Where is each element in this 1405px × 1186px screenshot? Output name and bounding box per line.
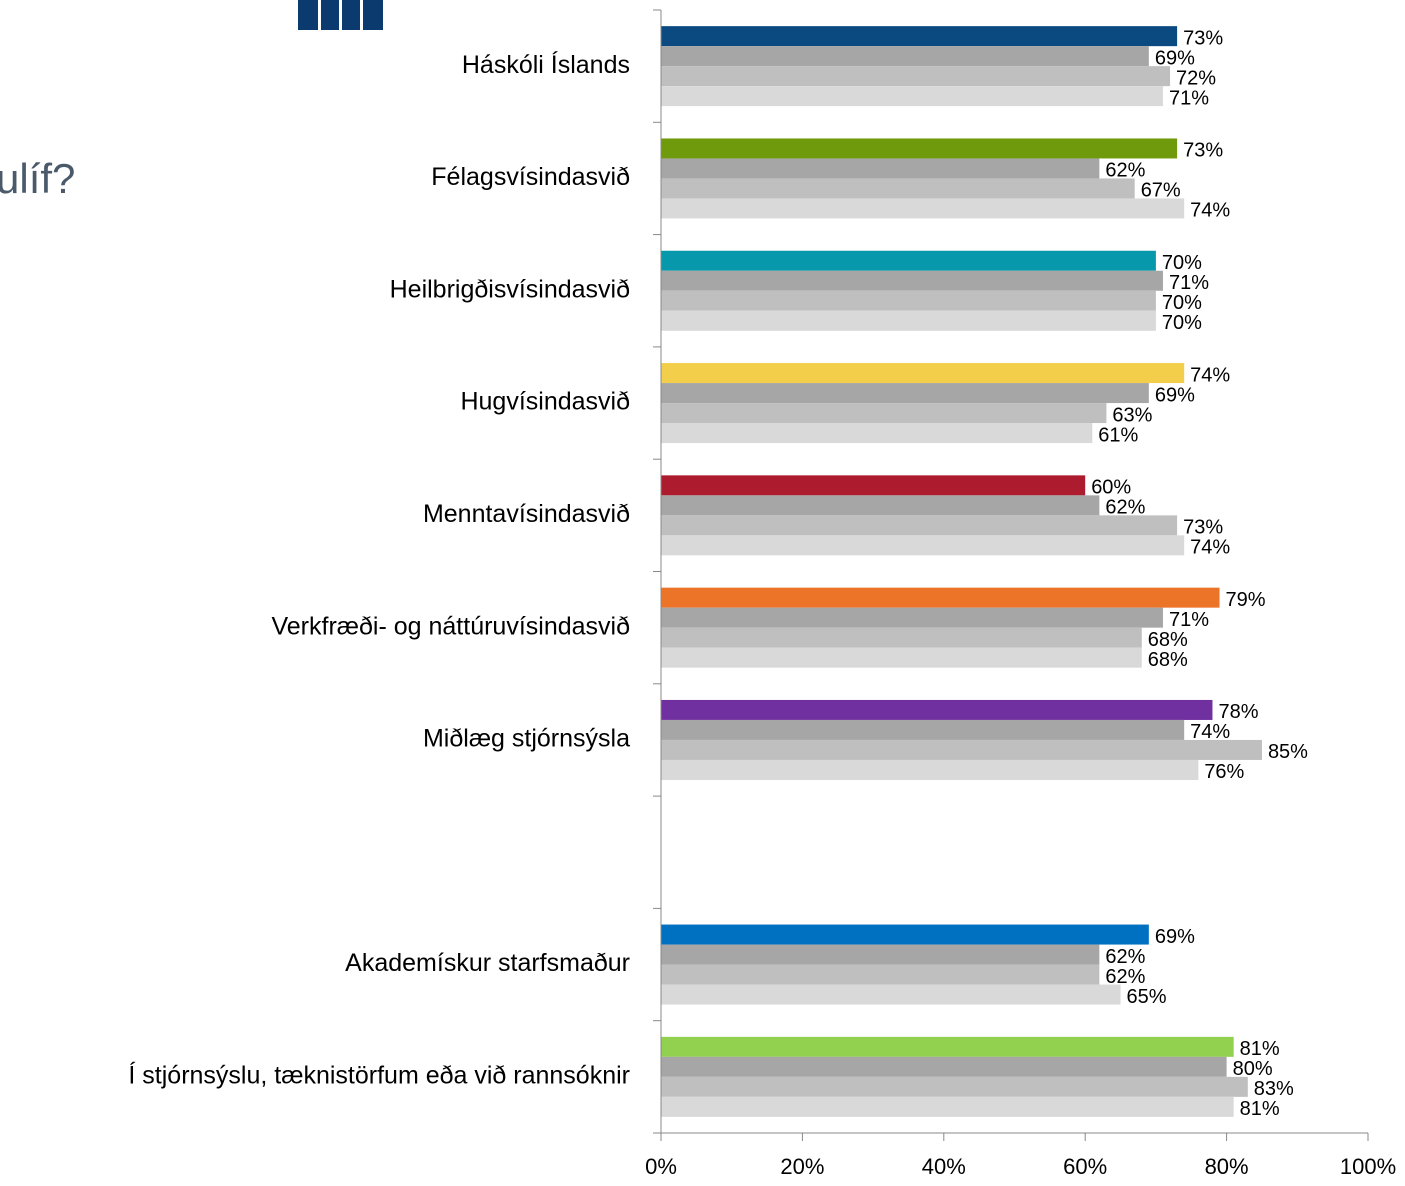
bar xyxy=(661,178,1135,199)
value-label: 74% xyxy=(1190,200,1230,222)
value-label: 62% xyxy=(1105,497,1145,519)
value-label: 81% xyxy=(1240,1098,1280,1120)
bar xyxy=(661,1056,1227,1077)
value-label: 79% xyxy=(1226,589,1266,611)
value-label: 62% xyxy=(1105,966,1145,988)
value-label: 69% xyxy=(1155,47,1195,69)
bar xyxy=(661,158,1100,179)
x-tick-label: 40% xyxy=(922,1154,966,1179)
value-label: 73% xyxy=(1183,140,1223,162)
bar xyxy=(661,310,1156,331)
value-label: 76% xyxy=(1204,761,1244,783)
value-label: 74% xyxy=(1190,364,1230,386)
category-label: Félagsvísindasvið xyxy=(431,163,630,191)
logo xyxy=(298,0,383,30)
value-label: 68% xyxy=(1148,629,1188,651)
value-label: 80% xyxy=(1233,1058,1273,1080)
value-label: 65% xyxy=(1127,986,1167,1008)
bar xyxy=(661,363,1185,384)
bar xyxy=(661,515,1178,536)
bar xyxy=(661,198,1185,219)
x-tick-label: 20% xyxy=(780,1154,824,1179)
value-label: 69% xyxy=(1155,926,1195,948)
value-label: 74% xyxy=(1190,721,1230,743)
value-label: 81% xyxy=(1240,1038,1280,1060)
chart-title: ulíf? xyxy=(0,155,75,202)
bar xyxy=(661,699,1213,720)
bar xyxy=(661,46,1149,67)
value-label: 71% xyxy=(1169,609,1209,631)
bar xyxy=(661,535,1185,556)
bar xyxy=(661,759,1199,780)
category-label: Akademískur starfsmaður xyxy=(345,949,630,977)
bar xyxy=(661,383,1149,404)
bar xyxy=(661,86,1163,107)
value-label: 78% xyxy=(1218,701,1258,723)
value-label: 71% xyxy=(1169,272,1209,294)
category-label: Háskóli Íslands xyxy=(462,50,630,79)
bar xyxy=(661,475,1086,496)
bar xyxy=(661,627,1142,648)
bar xyxy=(661,719,1185,740)
category-label: Verkfræði- og náttúruvísindasvið xyxy=(271,612,630,640)
value-label: 63% xyxy=(1112,404,1152,426)
bar xyxy=(661,984,1121,1005)
value-label: 85% xyxy=(1268,741,1308,763)
bar xyxy=(661,739,1262,760)
value-label: 61% xyxy=(1098,424,1138,446)
category-label: Menntavísindasvið xyxy=(423,500,630,528)
value-label: 62% xyxy=(1105,946,1145,968)
value-label: 60% xyxy=(1091,477,1131,499)
bar xyxy=(661,250,1156,271)
x-tick-label: 60% xyxy=(1063,1154,1107,1179)
bar xyxy=(661,66,1171,87)
value-label: 70% xyxy=(1162,292,1202,314)
value-label: 71% xyxy=(1169,87,1209,109)
bar xyxy=(661,647,1142,668)
bar xyxy=(661,270,1163,291)
category-label: Í stjórnsýslu, tæknistörfum eða við rann… xyxy=(128,1060,630,1089)
value-label: 73% xyxy=(1183,517,1223,539)
value-label: 68% xyxy=(1148,649,1188,671)
bar xyxy=(661,1036,1234,1057)
bar xyxy=(661,403,1107,424)
category-label: Heilbrigðisvísindasvið xyxy=(390,275,630,303)
bar xyxy=(661,944,1100,965)
value-label: 83% xyxy=(1254,1078,1294,1100)
x-tick-label: 100% xyxy=(1340,1154,1396,1179)
category-label: Miðlæg stjórnsýsla xyxy=(423,725,630,753)
x-tick-label: 80% xyxy=(1205,1154,1249,1179)
value-label: 73% xyxy=(1183,27,1223,49)
value-label: 70% xyxy=(1162,312,1202,334)
bar xyxy=(661,423,1093,444)
value-label: 72% xyxy=(1176,67,1216,89)
bar xyxy=(661,964,1100,985)
value-label: 70% xyxy=(1162,252,1202,274)
value-label: 69% xyxy=(1155,384,1195,406)
value-label: 62% xyxy=(1105,160,1145,182)
bar xyxy=(661,1076,1248,1097)
x-tick-label: 0% xyxy=(645,1154,677,1179)
bar xyxy=(661,587,1220,608)
bar xyxy=(661,290,1156,311)
bar xyxy=(661,1096,1234,1117)
bar xyxy=(661,138,1178,159)
value-label: 74% xyxy=(1190,537,1230,559)
category-label: Hugvísindasvið xyxy=(460,388,630,416)
bar xyxy=(661,924,1149,945)
bar xyxy=(661,26,1178,47)
value-label: 67% xyxy=(1141,180,1181,202)
bar xyxy=(661,495,1100,516)
bar xyxy=(661,607,1163,628)
